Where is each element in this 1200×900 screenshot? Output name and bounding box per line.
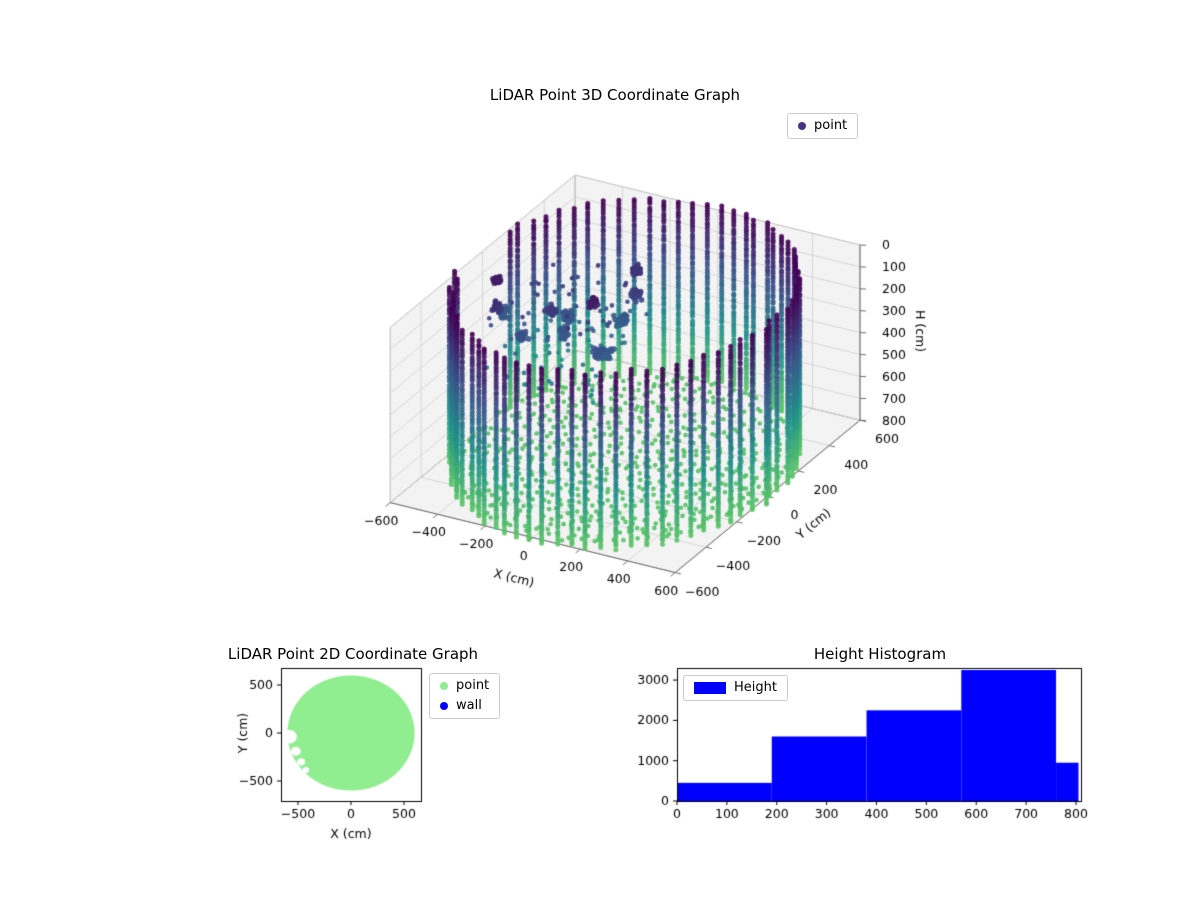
legend-item-point-3d: point — [798, 118, 847, 134]
legend-item-height: Height — [694, 680, 777, 696]
plot3d-title: LiDAR Point 3D Coordinate Graph — [489, 86, 741, 104]
height-swatch-icon — [694, 682, 726, 694]
legend-label-point-3d: point — [814, 118, 848, 133]
legend-item-point-2d: point — [440, 678, 489, 694]
plot3d-legend: point — [787, 113, 859, 139]
hist-legend: Height — [683, 675, 788, 701]
point-marker-icon — [798, 122, 806, 130]
hist-title: Height Histogram — [813, 645, 947, 663]
plot2d-title: LiDAR Point 2D Coordinate Graph — [227, 645, 479, 663]
wall-marker-icon — [440, 702, 448, 710]
legend-label-height: Height — [734, 680, 777, 695]
legend-label-point-2d: point — [456, 678, 490, 693]
plot2d-legend: point wall — [429, 673, 501, 719]
point-marker-icon — [440, 682, 448, 690]
legend-item-wall-2d: wall — [440, 698, 482, 714]
legend-label-wall-2d: wall — [456, 698, 482, 713]
